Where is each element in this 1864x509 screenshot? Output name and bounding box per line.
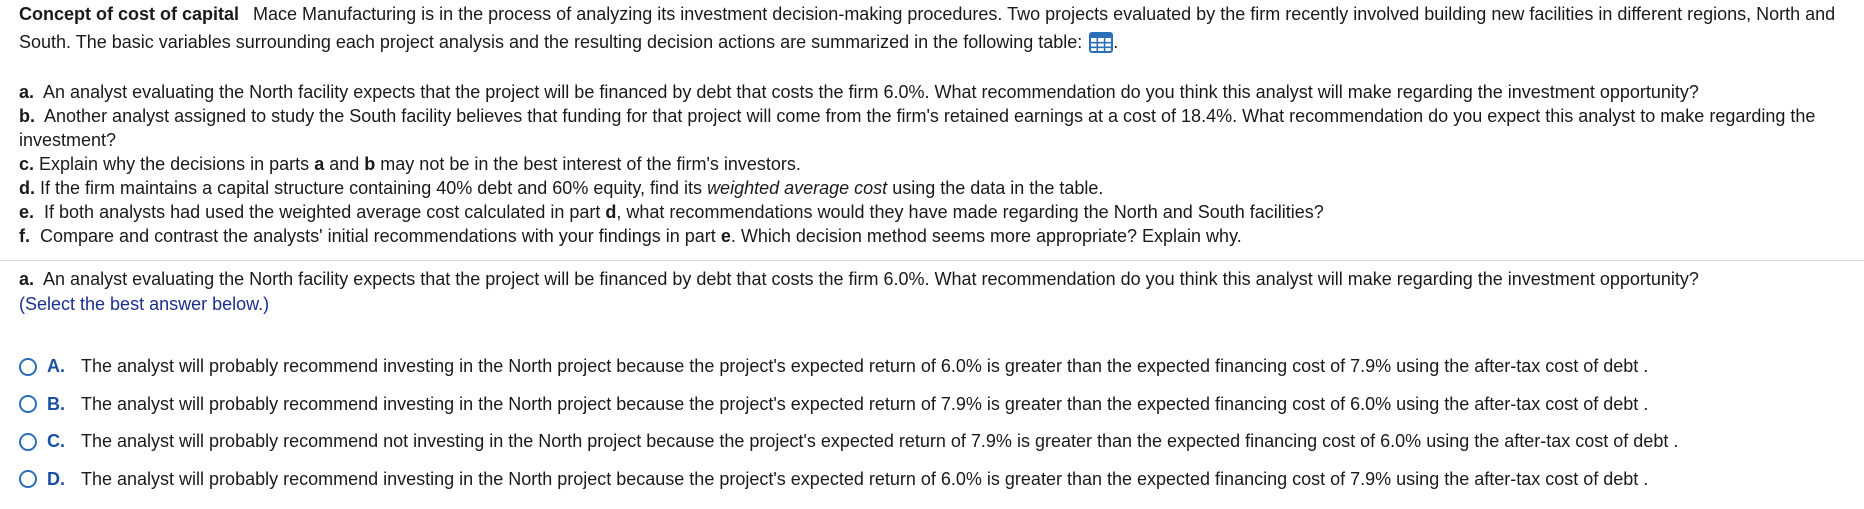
part-f-text-2: . Which decision method seems more appro… <box>730 226 1242 246</box>
option-letter: C. <box>47 431 65 452</box>
problem-intro: Concept of cost of capital Mace Manufactu… <box>19 0 1855 56</box>
part-c-ref-b: b <box>364 154 376 174</box>
option-text[interactable]: The analyst will probably recommend inve… <box>81 393 1649 414</box>
part-e-ref-d: d <box>605 202 617 222</box>
section-divider <box>0 260 1864 261</box>
problem-parts: a. An analyst evaluating the North facil… <box>19 80 1855 248</box>
radio-button-icon[interactable] <box>19 432 37 451</box>
answer-option-c[interactable]: C. The analyst will probably recommend n… <box>19 423 1855 461</box>
part-d-emphasis: weighted average cost <box>707 178 888 198</box>
part-f-ref-e: e <box>720 226 731 246</box>
answer-option-b[interactable]: B. The analyst will probably recommend i… <box>19 386 1855 424</box>
part-d-text-1: If the firm maintains a capital structur… <box>40 178 703 198</box>
part-e: e. If both analysts had used the weighte… <box>19 200 1855 224</box>
part-e-text-2: , what recommendations would they have m… <box>616 202 1324 222</box>
question-text: An analyst evaluating the North facility… <box>43 269 1699 289</box>
part-b-letter: b. <box>19 106 35 126</box>
part-b-text: Another analyst assigned to study the So… <box>19 106 1816 150</box>
part-a: a. An analyst evaluating the North facil… <box>19 80 1855 104</box>
part-c-ref-a: a <box>314 154 325 174</box>
answer-option-d[interactable]: D. The analyst will probably recommend i… <box>19 461 1855 499</box>
part-c-letter: c. <box>19 154 35 174</box>
question-letter: a. <box>19 269 35 289</box>
option-letter: A. <box>47 356 65 377</box>
part-b: b. Another analyst assigned to study the… <box>19 104 1855 152</box>
problem-intro-text: Mace Manufacturing is in the process of … <box>19 4 1836 52</box>
part-d-letter: d. <box>19 178 35 198</box>
radio-button-icon[interactable] <box>19 357 37 376</box>
radio-button-icon[interactable] <box>19 470 37 489</box>
option-letter: D. <box>47 468 65 489</box>
option-text[interactable]: The analyst will probably recommend inve… <box>81 356 1649 377</box>
option-text[interactable]: The analyst will probably recommend inve… <box>81 468 1649 489</box>
current-question: a. An analyst evaluating the North facil… <box>19 267 1855 317</box>
part-e-letter: e. <box>19 202 35 222</box>
part-c-text-2: may not be in the best interest of the f… <box>380 154 801 174</box>
radio-button-icon[interactable] <box>19 395 37 414</box>
part-e-text-1: If both analysts had used the weighted a… <box>44 202 601 222</box>
question-prompt: a. An analyst evaluating the North facil… <box>19 267 1855 292</box>
part-c-text-1: Explain why the decisions in parts <box>39 154 310 174</box>
part-d: d. If the firm maintains a capital struc… <box>19 176 1855 200</box>
part-c: c. Explain why the decisions in parts a … <box>19 152 1855 176</box>
problem-title: Concept of cost of capital <box>19 4 240 24</box>
part-f-text-1: Compare and contrast the analysts' initi… <box>40 226 716 246</box>
intro-trailing-period: . <box>1113 32 1119 52</box>
question-hint: (Select the best answer below.) <box>19 294 270 314</box>
part-a-text: An analyst evaluating the North facility… <box>43 82 1699 102</box>
part-a-letter: a. <box>19 82 35 102</box>
option-text[interactable]: The analyst will probably recommend not … <box>81 431 1679 452</box>
table-grid-icon[interactable] <box>1089 32 1114 53</box>
part-d-text-2: using the data in the table. <box>892 178 1104 198</box>
part-f-letter: f. <box>19 226 30 246</box>
part-f: f. Compare and contrast the analysts' in… <box>19 224 1855 248</box>
answer-options: A. The analyst will probably recommend i… <box>19 348 1855 498</box>
part-c-and: and <box>329 154 360 174</box>
answer-option-a[interactable]: A. The analyst will probably recommend i… <box>19 348 1855 386</box>
option-letter: B. <box>47 393 65 414</box>
